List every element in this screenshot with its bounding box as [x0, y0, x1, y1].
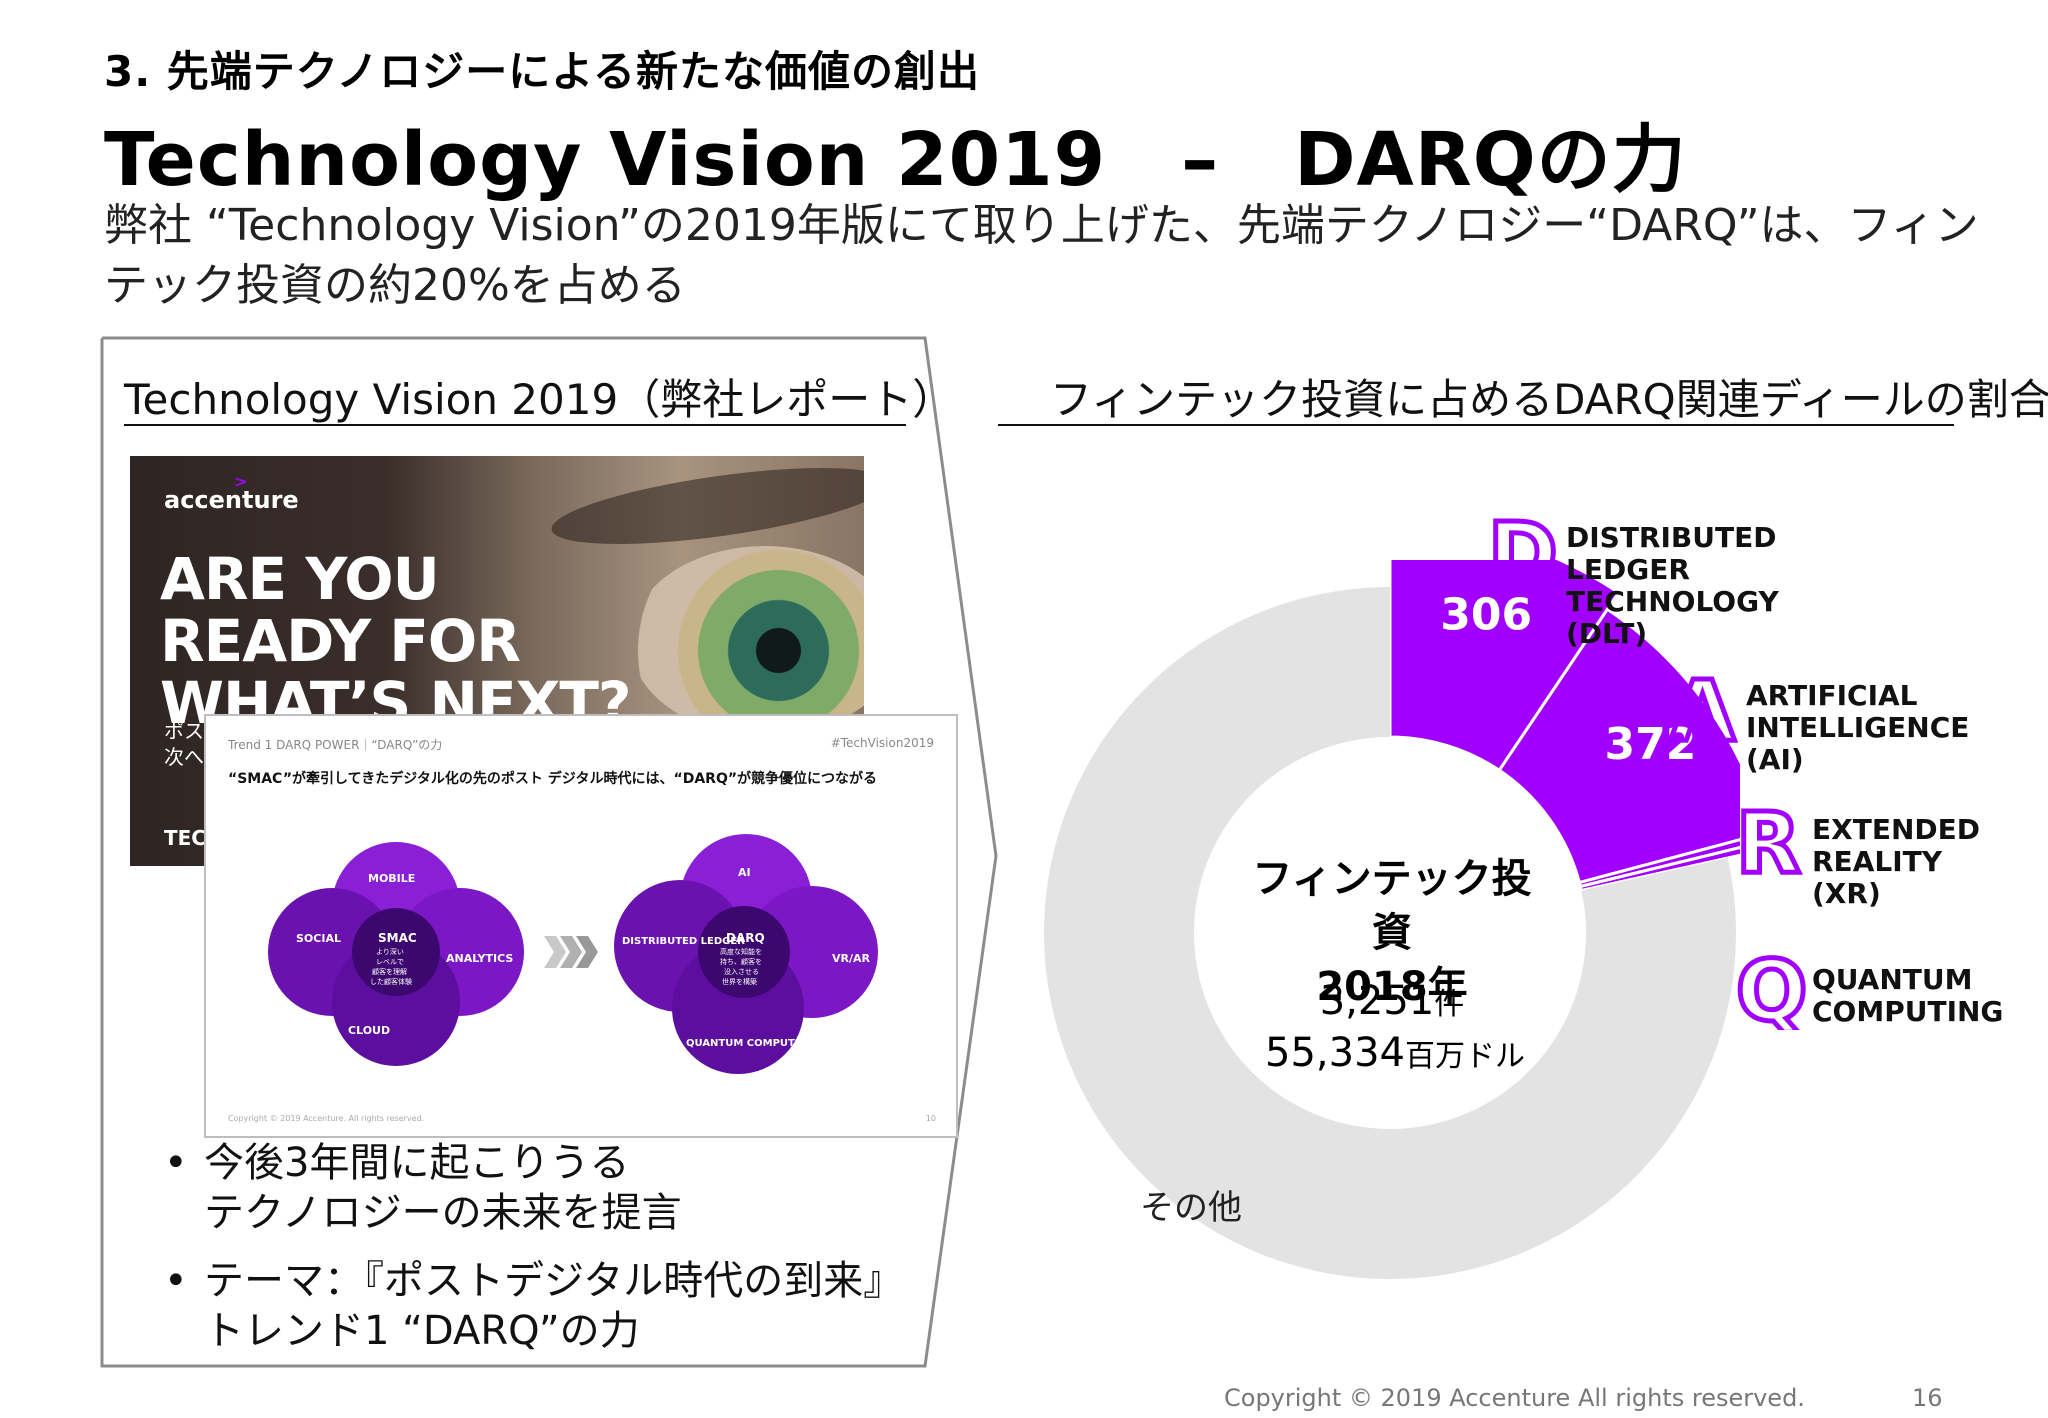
cover-headline-line: READY FOR — [160, 607, 521, 675]
darq-center-sub: 高度な知能を — [720, 947, 762, 956]
quantum-letter-icon: Q — [1734, 950, 1808, 1030]
cover-brow-shade — [547, 456, 864, 560]
accenture-logo-mark: > — [234, 472, 248, 491]
right-panel-heading: フィンテック投資に占めるDARQ関連ディールの割合 — [1050, 375, 2048, 424]
accenture-logo: accenture — [164, 486, 299, 514]
chart-center-title: フィンテック投資 2018年 — [1242, 852, 1542, 1014]
deal-count-unit: 件 — [1434, 987, 1465, 1022]
svg-text:A: A — [1670, 670, 1735, 750]
deal-amount-unit: 百万ドル — [1404, 1039, 1525, 1074]
smac-center-sub: 顧客を理解 — [372, 967, 407, 976]
smac-center-sub: レベルで — [376, 958, 404, 966]
bullet-dot: • — [164, 1258, 188, 1304]
page-title: Technology Vision 2019 – DARQの力 — [104, 117, 1687, 203]
bullet-line: テクノロジーの未来を提言 — [204, 1190, 682, 1236]
smac-center-label: SMAC — [378, 931, 417, 945]
right-heading-rule — [998, 424, 1954, 426]
footer-copyright: Copyright © 2019 Accenture All rights re… — [1224, 1384, 1805, 1412]
legend-line: DISTRIBUTED — [1566, 521, 1777, 554]
slide-hashtag: #TechVision2019 — [830, 736, 934, 750]
legend-line: (XR) — [1812, 877, 1881, 910]
ai-letter-icon: A — [1668, 670, 1738, 750]
smac-petal-label: SOCIAL — [296, 932, 341, 945]
legend-dlt: DISTRIBUTED LEDGER TECHNOLOGY (DLT) — [1566, 522, 1779, 650]
page-subtitle: 弊社 “Technology Vision”の2019年版にて取り上げた、先端テ… — [104, 200, 1979, 311]
bullet-dot: • — [164, 1140, 188, 1186]
darq-slide-thumbnail: Trend 1 DARQ POWER｜“DARQ”の力 #TechVision2… — [204, 714, 958, 1138]
legend-line: ARTIFICIAL — [1746, 679, 1918, 712]
svg-text:Q: Q — [1736, 950, 1807, 1030]
darq-center-label: DARQ — [726, 931, 765, 945]
svg-text:D: D — [1488, 512, 1556, 592]
bullet-line: トレンド1 “DARQ”の力 — [204, 1308, 640, 1354]
darq-petal-label: QUANTUM COMPUTING — [686, 1038, 815, 1049]
smac-darq-diagram: MOBILE SOCIAL ANALYTICS CLOUD SMAC より深い … — [268, 834, 878, 1074]
report-cover-image: > accenture ARE YOU READY FOR WHAT’S NEX… — [130, 456, 864, 866]
deal-amount-value: 55,334 — [1265, 1030, 1405, 1076]
svg-text:R: R — [1736, 802, 1801, 882]
donut-data-label: 306 — [1440, 589, 1532, 640]
legend-ai: ARTIFICIAL INTELLIGENCE (AI) — [1746, 680, 1969, 776]
slide-copyright: Copyright © 2019 Accenture. All rights r… — [228, 1114, 425, 1123]
smac-core — [352, 908, 440, 996]
legend-line: INTELLIGENCE — [1746, 711, 1970, 744]
legend-line: QUANTUM — [1812, 963, 1973, 996]
chart-center-title-line: フィンテック投資 — [1252, 856, 1532, 956]
deal-amount: 55,334百万ドル — [1230, 1030, 1560, 1076]
darq-center-sub: 持ち、顧客を — [720, 957, 762, 966]
darq-core — [698, 906, 790, 998]
section-kicker: 3. 先端テクノロジーによる新たな価値の創出 — [104, 47, 981, 96]
chart-center-title-line: 2018年 — [1316, 964, 1468, 1010]
darq-center-sub: 世界を構築 — [722, 977, 757, 986]
donut-data-label: 372 — [1605, 719, 1697, 770]
cover-headline: ARE YOU READY FOR WHAT’S NEXT? — [160, 545, 632, 734]
smac-petal-label: MOBILE — [368, 872, 415, 885]
smac-center-sub: した顧客体験 — [370, 977, 412, 986]
donut-slice-- — [1044, 587, 1736, 1279]
legend-quantum: QUANTUM COMPUTING — [1812, 964, 2003, 1028]
xr-letter-icon: R — [1734, 802, 1803, 882]
darq-petal-label: DISTRIBUTED LEDGER — [622, 936, 745, 947]
donut-slice-ai — [1497, 607, 1740, 885]
transition-arrows — [544, 936, 598, 968]
dlt-letter-icon: D — [1486, 512, 1556, 592]
smac-cluster: MOBILE SOCIAL ANALYTICS CLOUD SMAC より深い … — [268, 842, 524, 1066]
smac-center-sub: より深い — [376, 947, 404, 956]
legend-line: TECHNOLOGY — [1566, 585, 1779, 618]
bullet-line: 今後3年間に起こりうる — [204, 1140, 630, 1186]
cover-headline-line: ARE YOU — [160, 545, 440, 613]
legend-line: REALITY — [1812, 845, 1942, 878]
slide-lead-text: “SMAC”が牽引してきたデジタル化の先のポスト デジタル時代には、“DARQ”… — [228, 771, 878, 787]
cover-subtext-line: 次へ — [164, 745, 204, 769]
donut-slice-dlt — [1388, 560, 1621, 773]
legend-line: LEDGER — [1566, 553, 1690, 586]
darq-petal-label: VR/AR — [832, 952, 871, 965]
deal-count-value: 3,251 — [1319, 978, 1435, 1024]
deal-count: 3,251件 — [1262, 978, 1522, 1024]
darq-donut-chart: 30637241 — [1044, 560, 1740, 1279]
cover-eye-image — [630, 546, 864, 736]
legend-line: COMPUTING — [1812, 995, 2004, 1028]
cover-subtext: ポス 次へ — [164, 718, 204, 770]
darq-cluster: AI DISTRIBUTED LEDGER VR/AR QUANTUM COMP… — [614, 834, 878, 1074]
left-panel-heading: Technology Vision 2019（弊社レポート） — [124, 375, 955, 424]
other-segment-label: その他 — [1140, 1188, 1242, 1228]
left-heading-rule — [124, 424, 906, 426]
page-number: 16 — [1912, 1384, 1943, 1412]
smac-petal-label: CLOUD — [348, 1024, 390, 1037]
darq-petal-label: AI — [738, 866, 751, 879]
cover-subtext-line: ポス — [164, 719, 204, 743]
legend-line: (DLT) — [1566, 617, 1648, 650]
legend-xr: EXTENDED REALITY (XR) — [1812, 814, 1980, 910]
slide-page-number: 10 — [925, 1114, 936, 1123]
cover-bottom-text: TEC — [164, 826, 206, 850]
darq-center-sub: 没入させる — [724, 967, 759, 976]
legend-line: (AI) — [1746, 743, 1804, 776]
bullet-line: テーマ：『ポストデジタル時代の到来』 — [204, 1258, 904, 1304]
legend-line: EXTENDED — [1812, 813, 1980, 846]
smac-petal-label: ANALYTICS — [446, 952, 513, 965]
slide-trend-label: Trend 1 DARQ POWER｜“DARQ”の力 — [228, 738, 443, 752]
